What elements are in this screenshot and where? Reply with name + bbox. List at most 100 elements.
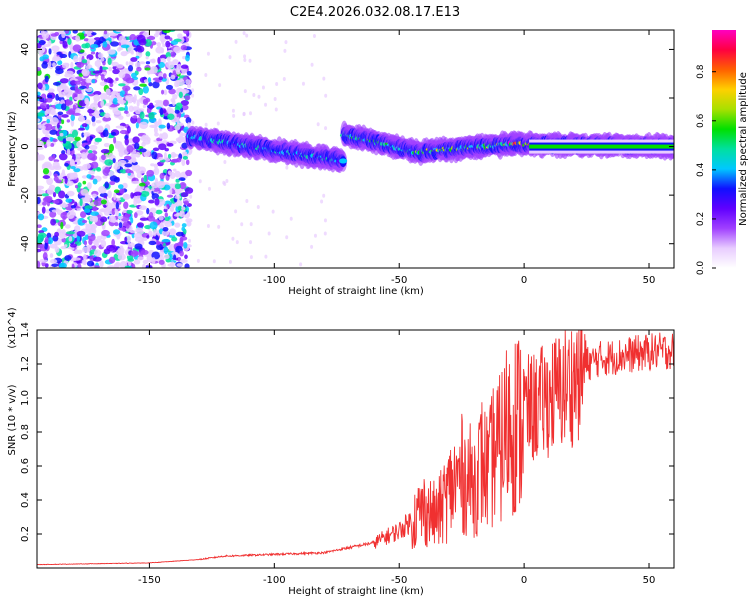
- spectrogram-cell: [90, 44, 99, 49]
- spectrogram-cell: [160, 34, 166, 38]
- spectrogram-cell: [38, 39, 46, 46]
- spectrogram-cell: [181, 158, 186, 167]
- spectrogram-cell: [126, 125, 131, 134]
- spectrogram-cell: [243, 89, 247, 94]
- spectrogram-cell: [245, 33, 249, 38]
- x-tick-label: -50: [391, 575, 407, 586]
- spectrogram-cell: [46, 103, 50, 110]
- snr-y-axis: 0.2 0.4 0.6 0.8 1.0 1.2 1.4: [20, 322, 674, 542]
- spectrogram-cell: [100, 148, 110, 154]
- spectrogram-cell: [156, 42, 162, 47]
- spectrogram-cell: [93, 249, 102, 257]
- spectrogram-cell: [157, 56, 161, 65]
- spectrogram-cell: [57, 111, 64, 116]
- spectrogram-cell: [187, 84, 192, 89]
- spectrogram-cell: [313, 233, 317, 238]
- spectrogram-cell: [179, 182, 187, 190]
- spectrogram-cell: [107, 49, 116, 55]
- spectrogram-cell: [155, 46, 164, 54]
- spectrogram-cell: [139, 83, 147, 87]
- spectrogram-cell: [91, 79, 96, 84]
- spectrogram-cell: [125, 112, 131, 118]
- spectrogram-cell: [161, 238, 171, 243]
- spectrogram-cell: [310, 62, 314, 67]
- spectrogram-cell: [99, 216, 108, 223]
- spectrogram-cell: [257, 94, 261, 99]
- spectrogram-cell: [126, 209, 133, 214]
- spectrogram-cell: [52, 81, 61, 86]
- spectrogram-cell: [63, 244, 68, 248]
- spectrogram-cell: [115, 125, 125, 129]
- spectrogram-cell: [243, 58, 247, 63]
- spectrogram-cell: [274, 107, 278, 112]
- spectrogram-cell: [73, 250, 80, 255]
- spectrogram-cell: [81, 219, 88, 224]
- spectrogram-cell: [61, 103, 67, 111]
- spectrogram-cell: [183, 76, 188, 81]
- spectrogram-cell: [95, 126, 104, 133]
- spectrogram-cell: [50, 108, 56, 116]
- spectrogram-cell: [148, 230, 153, 237]
- spectrogram-cell: [56, 123, 60, 129]
- spectrogram-cell: [123, 155, 132, 161]
- spectrogram-cell: [136, 34, 146, 43]
- spectrogram-cell: [47, 88, 55, 93]
- spectrogram-cell: [118, 226, 127, 231]
- spectrogram-cell: [108, 143, 115, 152]
- spectrogram-cell: [176, 263, 183, 267]
- spectrogram-cell: [130, 263, 136, 268]
- spectrogram-cell: [92, 70, 101, 74]
- spectrogram-cell: [70, 119, 75, 127]
- spectrogram-cell: [170, 229, 176, 236]
- spectrogram-cell: [170, 40, 179, 46]
- spectrogram-cell: [92, 205, 98, 212]
- spectrogram-cell: [39, 56, 45, 62]
- spectrogram-cell: [51, 209, 59, 213]
- spectrogram-cell: [148, 112, 155, 120]
- spectrogram-cell: [133, 94, 137, 101]
- y-tick-label: 0.4: [20, 492, 31, 508]
- spectrogram-cell: [181, 226, 186, 232]
- spectrogram-cell: [166, 122, 171, 130]
- spectrogram-cell: [285, 235, 289, 240]
- spectrogram-cell: [161, 132, 169, 140]
- spectrogram-cell: [87, 108, 95, 114]
- spectrogram-cell: [111, 238, 115, 247]
- spectrogram-cell: [282, 76, 286, 81]
- spectrogram-cell: [83, 38, 89, 42]
- spectrogram-cell: [48, 48, 52, 55]
- spectrogram-cell: [41, 206, 46, 214]
- spectrogram-cell: [41, 193, 50, 197]
- spectrogram-cell: [130, 57, 138, 62]
- spectrogram-cell: [153, 167, 160, 176]
- spectrogram-cell: [145, 265, 152, 268]
- spectrogram-cell: [93, 90, 102, 96]
- spectrogram-cell: [146, 207, 150, 215]
- snr-y-multiplier: (x10^4): [7, 307, 18, 348]
- spectrogram-cell: [86, 58, 90, 66]
- spectrogram-cell: [173, 46, 182, 54]
- spectrogram-cell: [177, 137, 182, 144]
- spectrogram-cell: [65, 198, 73, 203]
- spectrogram-cell: [136, 222, 144, 228]
- spectrogram-cell: [102, 175, 108, 179]
- spectrogram-cell: [103, 208, 111, 216]
- spectrogram-cell: [83, 33, 88, 37]
- spectrogram-cell: [59, 53, 68, 59]
- spectrogram-cell: [119, 188, 125, 194]
- spectrogram-cell: [324, 93, 328, 98]
- spectrogram-cell: [61, 31, 66, 39]
- spectrogram-cell: [112, 66, 117, 70]
- spectrogram-cell: [93, 238, 103, 243]
- spectrogram-cell: [42, 44, 46, 53]
- spectrogram-cell: [86, 174, 92, 179]
- spectrogram-cell: [81, 246, 91, 253]
- spectrogram-cell: [166, 203, 170, 208]
- spectrogram-cell: [94, 60, 101, 67]
- spectrogram-cell: [132, 136, 140, 144]
- spectrogram-cell: [174, 195, 182, 199]
- spectrogram-cell: [136, 66, 142, 72]
- spectrogram-cell: [44, 242, 48, 250]
- spectrogram-cell: [182, 155, 188, 160]
- snr-series-line: [37, 330, 674, 566]
